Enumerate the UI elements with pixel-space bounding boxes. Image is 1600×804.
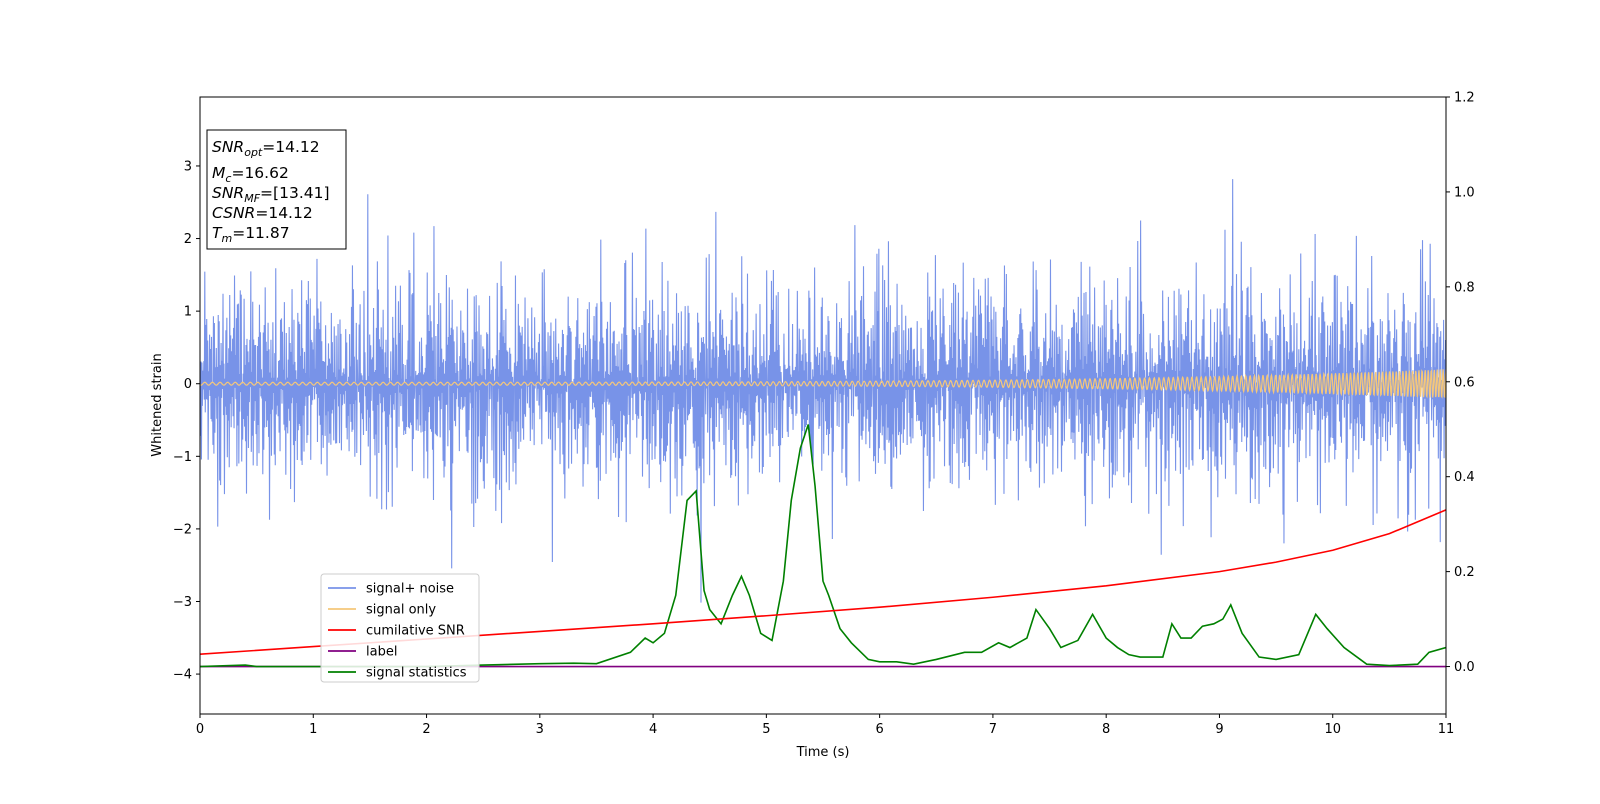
x-axis-label: Time (s) <box>796 745 850 760</box>
signal-statistics-line <box>200 424 1446 668</box>
x-tick-label: 0 <box>196 722 204 737</box>
legend-label: cumilative SNR <box>366 624 465 639</box>
svg-text:CSNR=14.12: CSNR=14.12 <box>212 204 313 222</box>
svg-text:Mc=16.62: Mc=16.62 <box>212 164 289 185</box>
legend: signal+ noise signal only cumilative SNR la… <box>320 573 480 683</box>
y-axis-label: Whitened strain <box>150 353 165 456</box>
y-left-tick-label: −4 <box>173 668 192 683</box>
x-tick-label: 7 <box>989 722 997 737</box>
y-right-tick-label: 1.2 <box>1454 91 1475 106</box>
signal-noise-series <box>200 179 1446 603</box>
x-tick-label: 2 <box>422 722 430 737</box>
x-tick-label: 3 <box>536 722 544 737</box>
y-right-axis: 0.0 0.2 0.4 0.6 0.8 1.0 1.2 <box>1446 91 1475 675</box>
y-right-tick-label: 0.6 <box>1454 375 1475 390</box>
svg-text:Tm=11.87: Tm=11.87 <box>212 224 290 245</box>
y-right-tick-label: 0.2 <box>1454 565 1475 580</box>
x-tick-label: 6 <box>875 722 883 737</box>
x-tick-label: 11 <box>1438 722 1455 737</box>
y-right-tick-label: 0.0 <box>1454 660 1475 675</box>
info-csnr: 14.12 <box>268 204 312 222</box>
x-tick-label: 10 <box>1324 722 1341 737</box>
info-mc: 16.62 <box>244 164 288 182</box>
signal-noise-line <box>200 179 1446 603</box>
svg-text:SNRMF=[13.41]: SNRMF=[13.41] <box>212 184 330 205</box>
y-right-tick-label: 0.8 <box>1454 280 1475 295</box>
legend-label: signal+ noise <box>366 582 454 597</box>
y-left-tick-label: 0 <box>184 377 192 392</box>
legend-label: label <box>366 645 397 660</box>
y-left-tick-label: −3 <box>173 595 192 610</box>
svg-text:SNRopt=14.12: SNRopt=14.12 <box>212 138 320 159</box>
legend-label: signal only <box>366 603 436 618</box>
x-tick-label: 4 <box>649 722 657 737</box>
signal-only-series <box>200 368 1446 399</box>
y-left-tick-label: 1 <box>184 305 192 320</box>
info-snr-mf: [13.41] <box>273 184 329 202</box>
y-left-tick-label: −2 <box>173 522 192 537</box>
y-right-tick-label: 0.4 <box>1454 470 1475 485</box>
y-left-axis: −4 −3 −2 −1 0 1 2 3 <box>173 159 200 683</box>
legend-frame <box>320 573 480 683</box>
x-tick-label: 9 <box>1215 722 1223 737</box>
y-left-tick-label: 2 <box>184 232 192 247</box>
x-tick-label: 8 <box>1102 722 1110 737</box>
legend-label: signal statistics <box>366 666 467 681</box>
plot-frame <box>199 96 1447 715</box>
info-box: SNRopt=14.12 Mc=16.62 SNRMF=[13.41] CSNR… <box>206 129 347 250</box>
info-tm: 11.87 <box>245 224 289 242</box>
y-left-tick-label: 3 <box>184 159 192 174</box>
info-snr-opt: 14.12 <box>275 138 319 156</box>
x-tick-label: 5 <box>762 722 770 737</box>
y-left-tick-label: −1 <box>173 450 192 465</box>
signal-only-line <box>200 368 1446 399</box>
x-tick-label: 1 <box>309 722 317 737</box>
x-axis: 0 1 2 3 4 5 6 7 8 9 10 11 <box>196 714 1454 737</box>
y-right-tick-label: 1.0 <box>1454 185 1475 200</box>
